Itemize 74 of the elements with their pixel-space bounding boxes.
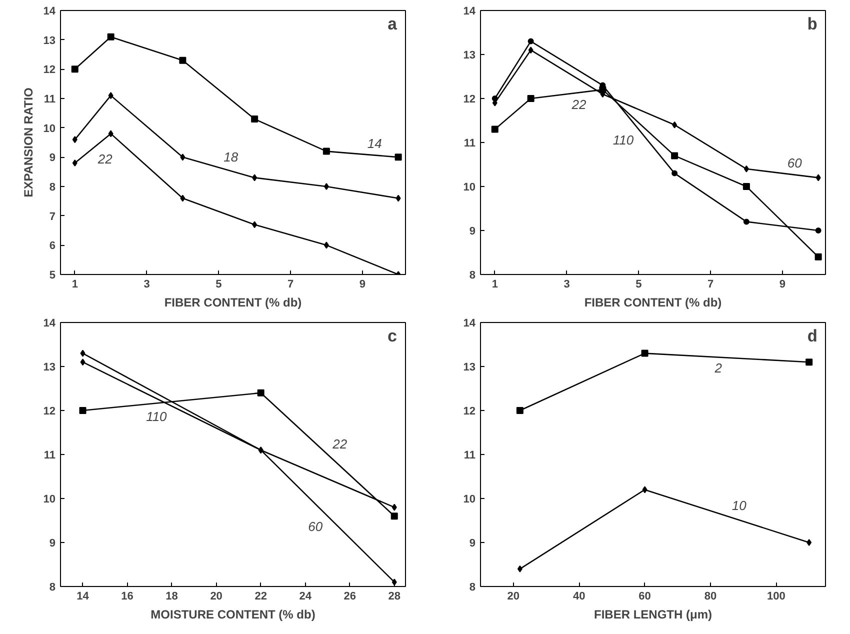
y-tick-label: 9 — [469, 538, 476, 550]
y-tick-label: 11 — [464, 450, 476, 462]
y-tick-label: 11 — [44, 94, 56, 106]
x-tick-label: 1 — [72, 278, 78, 290]
x-axis-title: FIBER CONTENT (% db) — [584, 296, 722, 310]
x-tick-label: 3 — [564, 278, 570, 290]
series-label: 22 — [96, 151, 114, 166]
y-tick-label: 9 — [49, 538, 56, 550]
y-tick-label: 14 — [43, 6, 56, 18]
annotation: d — [807, 328, 818, 348]
y-tick-label: 10 — [463, 182, 476, 194]
x-tick-label: 18 — [166, 590, 178, 602]
y-tick-label: 5 — [49, 270, 56, 282]
y-tick-label: 13 — [43, 362, 56, 374]
y-tick-label: 10 — [43, 494, 56, 506]
x-tick-label: 9 — [359, 278, 366, 290]
series-label: 60 — [787, 155, 803, 170]
series-label: 2 — [714, 360, 723, 376]
y-tick-label: 12 — [463, 406, 476, 418]
y-axis-title: EXPANSION RATIO — [21, 88, 36, 198]
series-label: 10 — [732, 498, 748, 514]
x-tick-label: 14 — [76, 590, 90, 602]
x-tick-label: 16 — [121, 590, 134, 602]
y-tick-label: 14 — [463, 318, 476, 330]
x-axis-title: FIBER CONTENT (% db) — [164, 296, 302, 310]
x-tick-label: 20 — [210, 590, 222, 602]
x-tick-label: 100 — [767, 590, 786, 602]
y-tick-label: 7 — [49, 210, 56, 223]
annotation: a — [387, 16, 398, 36]
series-label: 60 — [308, 519, 324, 534]
x-axis-title: MOISTURE CONTENT (% db) — [150, 608, 316, 622]
x-tick-label: 80 — [704, 590, 717, 602]
y-tick-label: 13 — [43, 34, 56, 47]
x-tick-label: 24 — [299, 590, 312, 602]
x-tick-label: 5 — [216, 278, 222, 290]
y-tick-label: 12 — [43, 406, 56, 418]
y-tick-label: 14 — [463, 6, 476, 18]
y-tick-label: 13 — [463, 362, 476, 374]
y-tick-label: 12 — [43, 64, 56, 76]
y-tick-label: 11 — [464, 138, 476, 150]
y-tick-label: 14 — [43, 318, 56, 330]
series-label: 110 — [612, 132, 634, 148]
x-tick-label: 60 — [638, 590, 651, 602]
x-tick-label: 9 — [779, 278, 786, 290]
x-tick-label: 7 — [707, 278, 714, 290]
y-tick-label: 8 — [49, 582, 56, 594]
x-tick-label: 3 — [144, 278, 150, 290]
x-tick-label: 5 — [636, 278, 642, 290]
y-tick-label: 10 — [463, 494, 476, 506]
x-axis-title: FIBER LENGTH (μm) — [594, 608, 712, 622]
y-tick-label: 12 — [463, 94, 476, 106]
y-tick-label: 9 — [469, 226, 476, 238]
y-tick-label: 13 — [463, 50, 476, 62]
x-tick-label: 20 — [507, 590, 520, 602]
series-label: 18 — [224, 149, 239, 164]
y-tick-label: 8 — [469, 582, 476, 594]
x-tick-label: 26 — [344, 590, 356, 602]
y-tick-label: 9 — [49, 152, 56, 164]
series-label: 110 — [146, 409, 168, 424]
x-tick-label: 40 — [572, 590, 586, 602]
annotation: b — [807, 16, 818, 36]
y-tick-label: 11 — [44, 450, 56, 462]
x-tick-label: 22 — [254, 590, 267, 602]
x-tick-label: 1 — [492, 278, 498, 290]
x-tick-label: 28 — [388, 590, 401, 602]
annotation: c — [387, 328, 398, 348]
series-label: 22 — [332, 436, 348, 452]
y-tick-label: 6 — [49, 240, 56, 252]
series-label: 22 — [570, 97, 587, 112]
series-label: 14 — [367, 136, 382, 152]
y-tick-label: 10 — [43, 122, 56, 135]
y-tick-label: 8 — [49, 182, 56, 194]
y-tick-label: 8 — [469, 270, 476, 282]
x-tick-label: 7 — [287, 278, 294, 290]
